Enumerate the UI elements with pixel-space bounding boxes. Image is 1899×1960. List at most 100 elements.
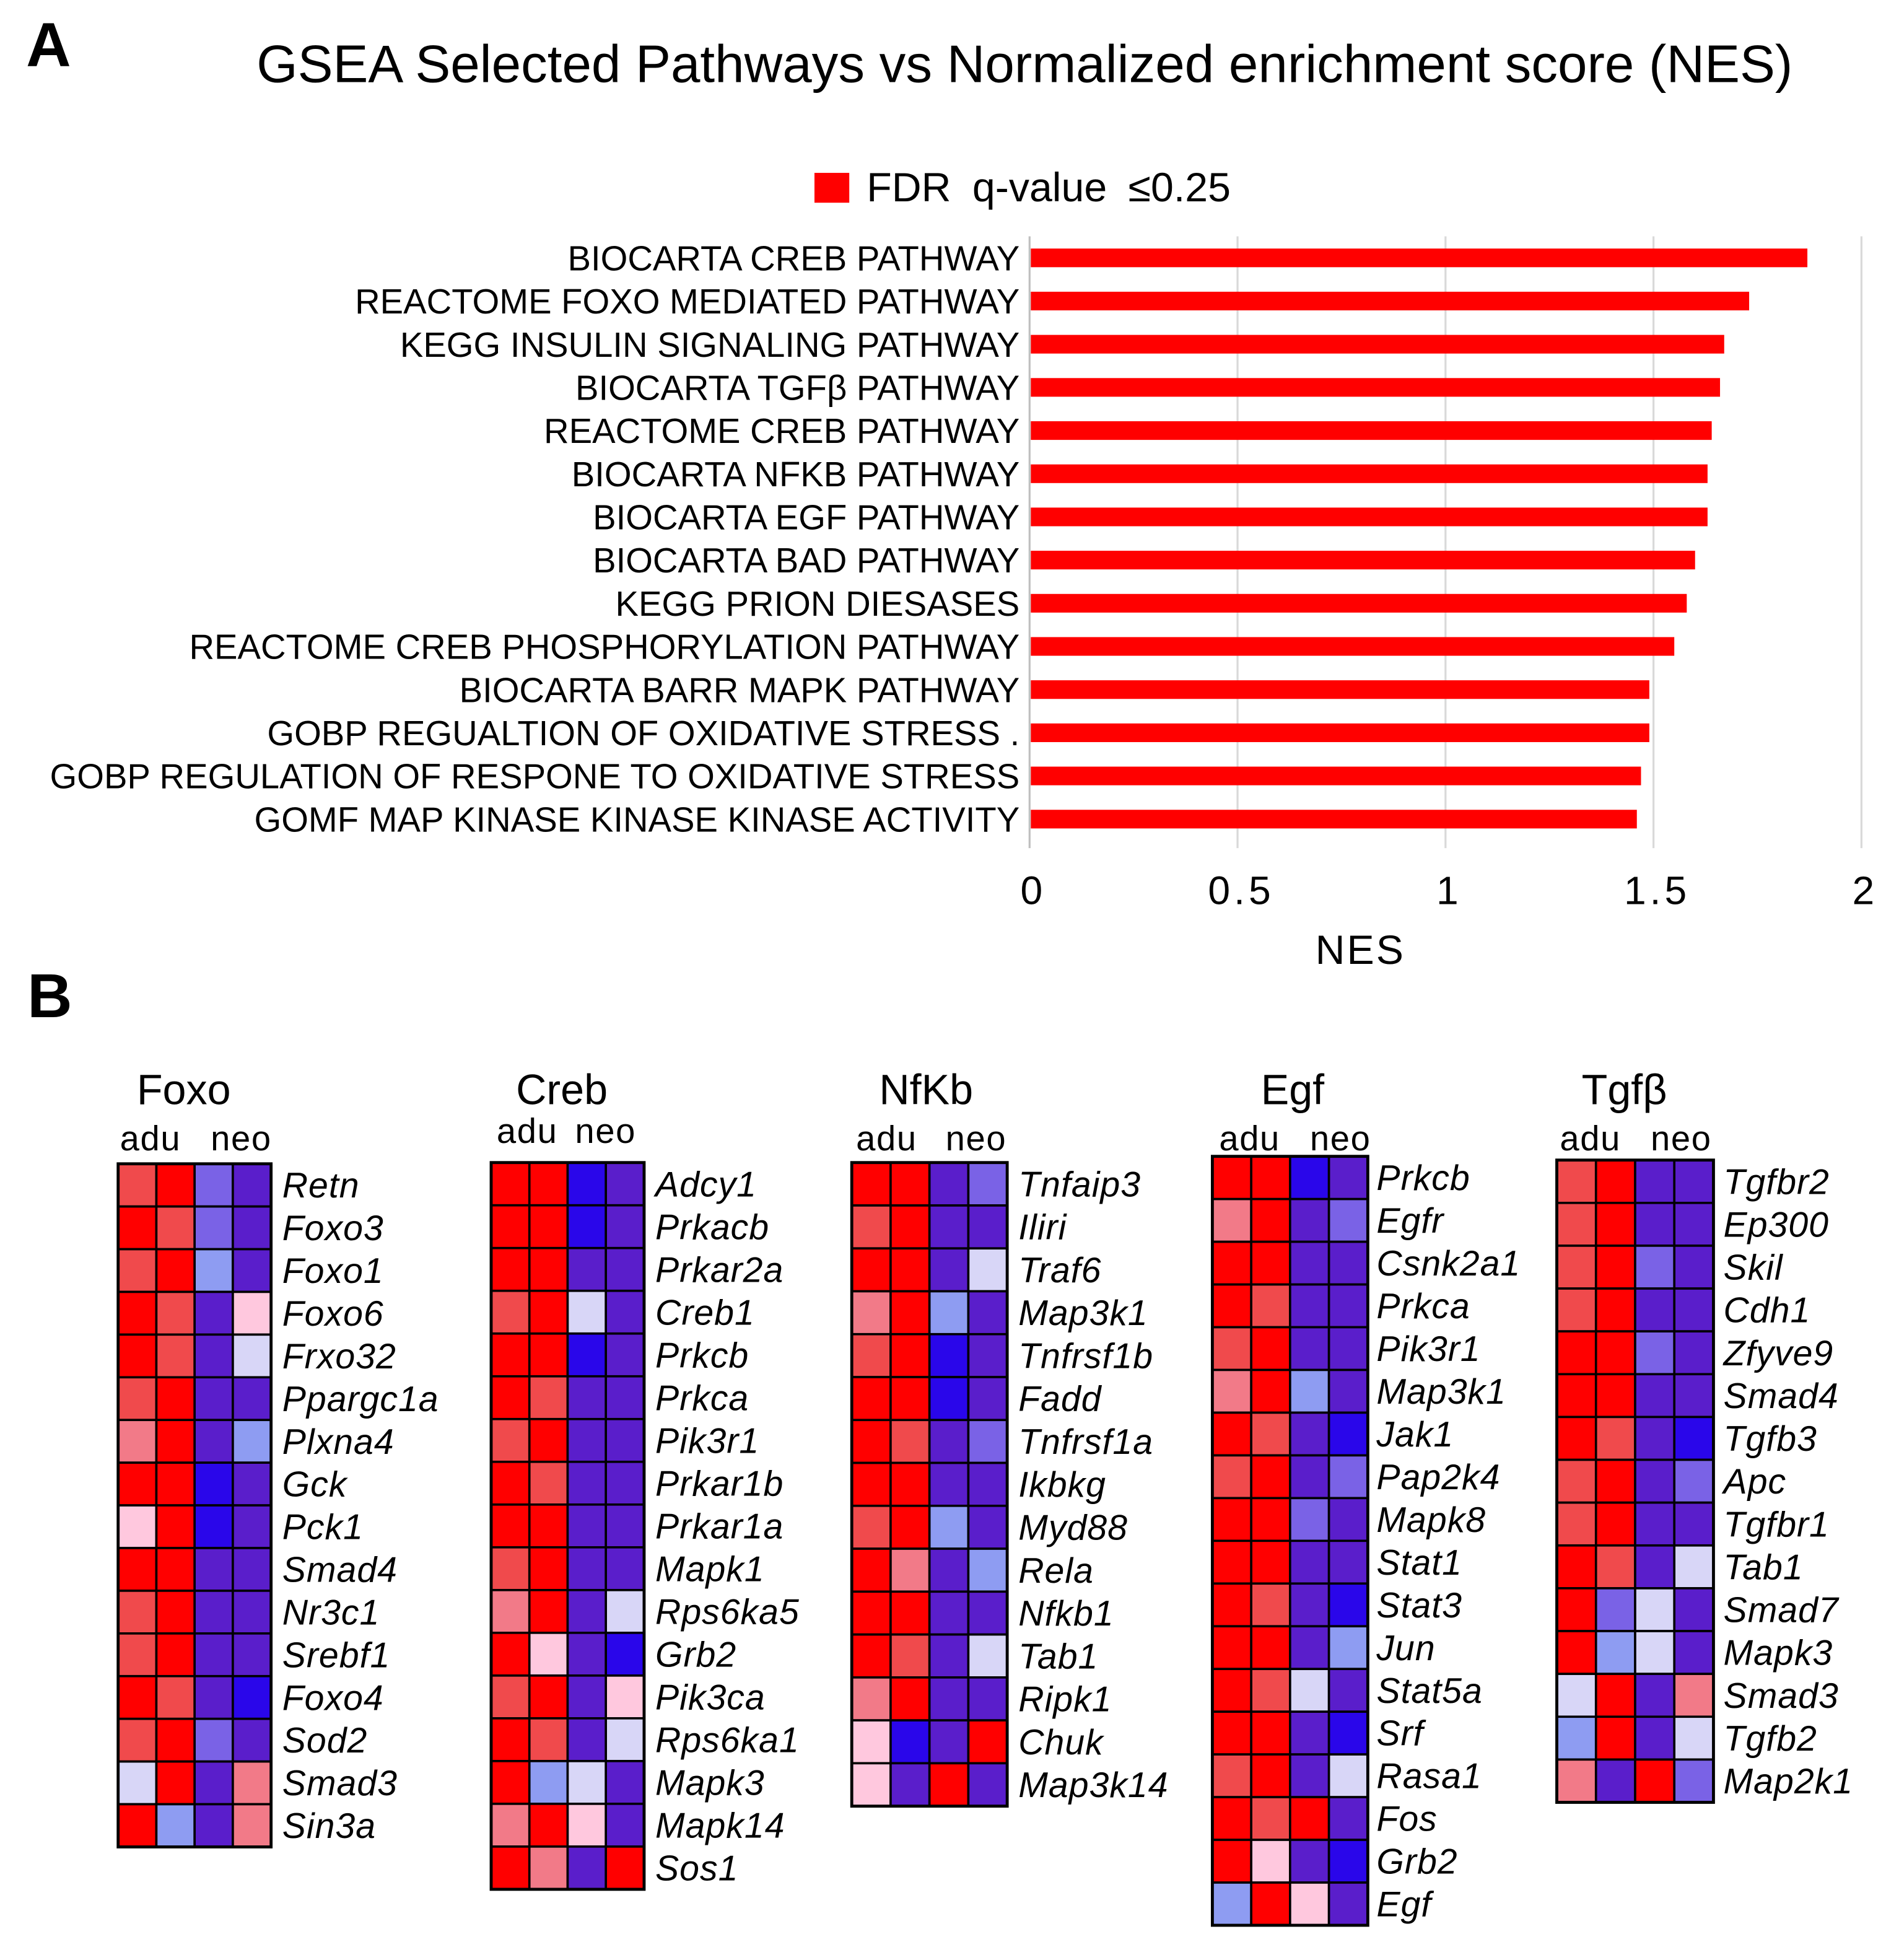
x-axis-title: NES bbox=[1316, 927, 1405, 973]
heatmap-cell bbox=[605, 1632, 645, 1677]
heatmap-cell bbox=[1555, 1458, 1597, 1504]
heatmap-cell bbox=[1634, 1330, 1676, 1376]
heatmap-cell bbox=[928, 1590, 970, 1636]
heatmap-cell bbox=[967, 1332, 1008, 1378]
heatmap-cell bbox=[1673, 1245, 1715, 1290]
heatmap-cell bbox=[1289, 1625, 1330, 1671]
gene-label: Retn bbox=[282, 1166, 360, 1205]
bar bbox=[1031, 378, 1721, 397]
heatmap-cell bbox=[967, 1676, 1008, 1722]
heatmap-cell bbox=[967, 1590, 1008, 1636]
heatmap-cell bbox=[528, 1460, 569, 1506]
gene-label: Egf bbox=[1376, 1885, 1434, 1925]
heatmap-cell bbox=[1250, 1881, 1291, 1927]
gene-label: Prkar1a bbox=[655, 1507, 784, 1546]
heatmap-cell bbox=[1289, 1283, 1330, 1329]
heatmap-cell bbox=[1634, 1673, 1676, 1718]
heatmap-cell bbox=[1594, 1501, 1636, 1547]
gene-label: Sin3a bbox=[282, 1806, 376, 1846]
heatmap-cell bbox=[928, 1547, 970, 1593]
heatmap-cell bbox=[116, 1333, 158, 1379]
heatmap-cell bbox=[1634, 1458, 1676, 1504]
bar bbox=[1031, 551, 1695, 570]
heatmap-cell bbox=[1250, 1155, 1291, 1201]
x-tick-label: 2 bbox=[1853, 868, 1879, 913]
heatmap-cell bbox=[889, 1762, 931, 1808]
column-group-label: adu bbox=[856, 1119, 917, 1158]
heatmap-cell bbox=[232, 1547, 273, 1592]
heatmap-cell bbox=[1211, 1454, 1252, 1500]
heatmap-cell bbox=[928, 1762, 970, 1808]
heatmap-cell bbox=[967, 1762, 1008, 1808]
heatmap-cell bbox=[566, 1332, 608, 1378]
heatmap-cell bbox=[1250, 1454, 1291, 1500]
bar bbox=[1031, 637, 1675, 656]
heatmap-cell bbox=[1673, 1330, 1715, 1376]
gene-label: Smad7 bbox=[1724, 1591, 1840, 1630]
heatmap-cell bbox=[1673, 1630, 1715, 1675]
heatmap-cell bbox=[1289, 1197, 1330, 1243]
heatmap-cell bbox=[1594, 1245, 1636, 1290]
heatmap-cell bbox=[1289, 1839, 1330, 1884]
gene-label: Tnfrsf1a bbox=[1018, 1422, 1153, 1462]
heatmap-border bbox=[850, 1161, 1009, 1808]
gene-label: Mapk1 bbox=[655, 1549, 765, 1589]
heatmap-cell bbox=[889, 1161, 931, 1207]
gene-label: Prkca bbox=[1376, 1287, 1470, 1326]
heatmap-cell bbox=[116, 1590, 158, 1635]
heatmap-cell bbox=[1289, 1411, 1330, 1457]
gene-label: Egfr bbox=[1376, 1201, 1444, 1241]
heatmap-cell bbox=[1289, 1668, 1330, 1713]
heatmap-cell bbox=[889, 1590, 931, 1636]
heatmap-cell bbox=[155, 1376, 196, 1422]
bar bbox=[1031, 248, 1808, 268]
heatmap-cell bbox=[889, 1204, 931, 1250]
gene-label: Pik3r1 bbox=[1376, 1329, 1480, 1369]
gene-label: Srebf1 bbox=[282, 1635, 391, 1675]
heatmap-cell bbox=[850, 1204, 892, 1250]
heatmap-cell bbox=[193, 1717, 234, 1763]
gene-label: Chuk bbox=[1018, 1723, 1104, 1762]
heatmap-title: Tgfβ bbox=[1582, 1067, 1667, 1114]
gene-label: Skil bbox=[1724, 1248, 1783, 1288]
heatmap-cell bbox=[193, 1632, 234, 1678]
gene-label: Grb2 bbox=[655, 1635, 736, 1674]
heatmap-cell bbox=[490, 1589, 531, 1634]
category-label: GOMF MAP KINASE KINASE KINASE ACTIVITY bbox=[254, 800, 1019, 839]
heatmap-cell bbox=[889, 1547, 931, 1593]
heatmap-cell bbox=[928, 1290, 970, 1336]
heatmap-cell bbox=[566, 1589, 608, 1634]
heatmap-cell bbox=[1211, 1497, 1252, 1542]
heatmap-cell bbox=[605, 1417, 645, 1463]
heatmap-cell bbox=[116, 1632, 158, 1678]
heatmap-cell bbox=[605, 1161, 645, 1207]
heatmap-cell bbox=[566, 1760, 608, 1805]
heatmap-cell bbox=[1555, 1758, 1597, 1804]
heatmap-cell bbox=[1673, 1715, 1715, 1761]
heatmap-cell bbox=[1594, 1758, 1636, 1804]
bar bbox=[1031, 680, 1649, 699]
heatmap-border bbox=[116, 1162, 273, 1848]
heatmap-cell bbox=[1594, 1415, 1636, 1461]
heatmap-cell bbox=[566, 1417, 608, 1463]
heatmap-cell bbox=[967, 1504, 1008, 1550]
heatmap-cell bbox=[928, 1676, 970, 1722]
gene-label: Csnk2a1 bbox=[1376, 1244, 1521, 1284]
heatmap-cell bbox=[889, 1376, 931, 1422]
heatmap-cell bbox=[850, 1590, 892, 1636]
heatmap-cell bbox=[528, 1589, 569, 1634]
heatmap-title: Egf bbox=[1261, 1067, 1325, 1114]
gene-label: Prkcb bbox=[1376, 1158, 1470, 1198]
heatmap-cell bbox=[1250, 1839, 1291, 1884]
heatmap-cell bbox=[1211, 1839, 1252, 1884]
gene-label: Tnfrsf1b bbox=[1018, 1336, 1153, 1376]
heatmap-cell bbox=[1211, 1539, 1252, 1585]
heatmap-cell bbox=[490, 1632, 531, 1677]
heatmap-cell bbox=[566, 1845, 608, 1891]
heatmap-cell bbox=[1327, 1454, 1369, 1500]
heatmap-cell bbox=[528, 1503, 569, 1549]
heatmap-title: NfKb bbox=[879, 1067, 973, 1114]
heatmap-cell bbox=[193, 1419, 234, 1464]
heatmap-cell bbox=[1634, 1287, 1676, 1332]
column-group-label: neo bbox=[211, 1119, 272, 1158]
